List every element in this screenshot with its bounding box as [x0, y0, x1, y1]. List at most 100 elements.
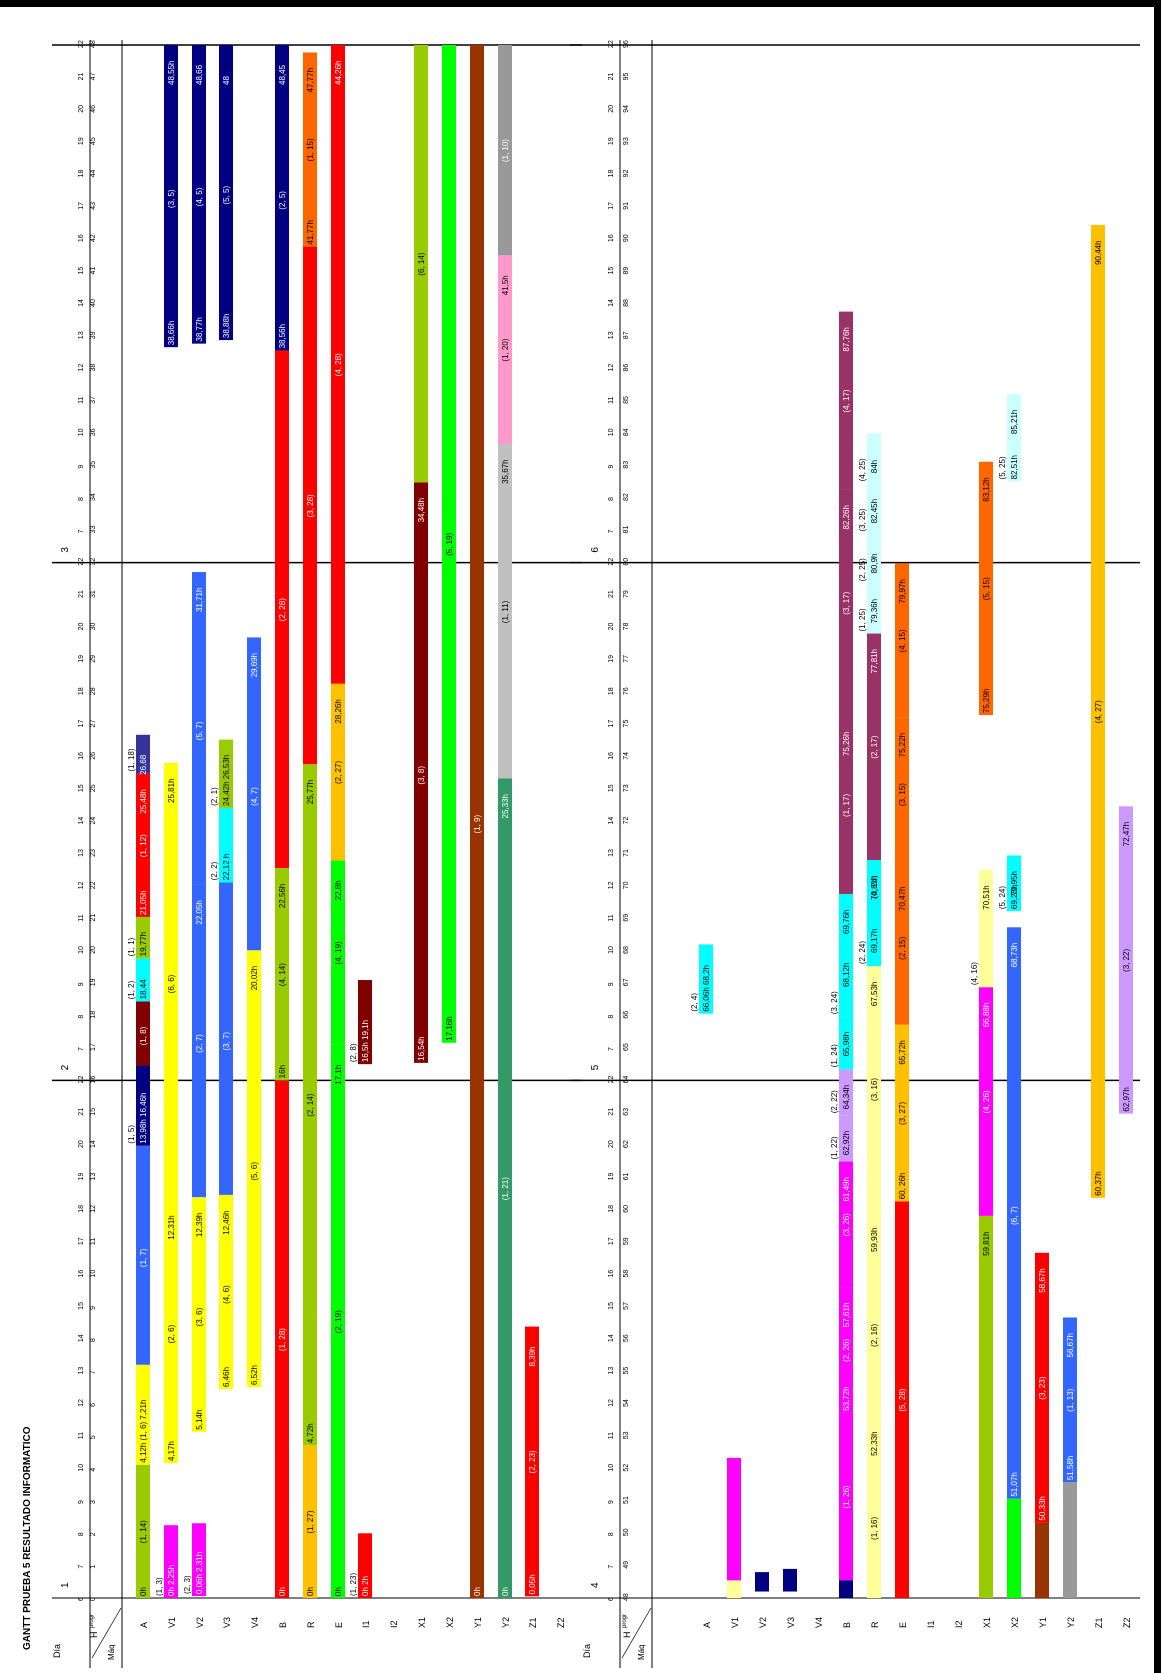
clock-tick: 7: [78, 529, 85, 533]
clock-tick: 19: [78, 1173, 85, 1181]
bar-label: (3, 16): [870, 1078, 879, 1101]
bar-label: (1, 8): [139, 1026, 148, 1045]
gantt-bar: [136, 1364, 150, 1465]
gantt-bar: [699, 944, 713, 1014]
bar-end-text: 90,44h: [1094, 240, 1103, 264]
gantt-bar: [867, 913, 881, 967]
gantt-bar: [136, 916, 150, 959]
bar-end-text: 47,77h: [306, 68, 315, 92]
bar-end-text: 20,02h: [250, 966, 259, 990]
hours-label: H: [622, 1632, 632, 1639]
clock-tick: 11: [78, 397, 85, 404]
hour-tick: 5: [90, 1435, 97, 1439]
hour-tick: 48: [90, 40, 97, 48]
clock-tick: 9: [78, 465, 85, 469]
bar-end-text: 69,17h: [870, 929, 879, 953]
clock-tick: 13: [608, 1367, 615, 1375]
gantt-bar: [839, 1580, 853, 1598]
hour-tick: 84: [623, 428, 630, 436]
gantt-bar: [895, 871, 909, 1025]
bar-above-label: (5, 25): [998, 456, 1007, 479]
hour-tick: 82: [623, 493, 630, 501]
bar-start-text: 0,06h 2,31h: [195, 1552, 204, 1594]
bar-start-text: 17,16h: [445, 1016, 454, 1040]
bar-above-label: (1, 18): [127, 748, 136, 771]
machine-label: I1: [361, 1620, 371, 1628]
bar-start-text: 50,33h: [1038, 1496, 1047, 1520]
bar-end-text: 48,66: [195, 64, 204, 85]
chart-title: GANTT PRUEBA 5 RESULTADO INFORMATICO: [22, 1426, 33, 1650]
hour-tick: 9: [90, 1306, 97, 1310]
machine-label: V4: [814, 1617, 824, 1628]
clock-tick: 13: [608, 849, 615, 857]
clock-tick: 10: [78, 946, 85, 954]
gantt-bar: [498, 45, 512, 256]
hour-tick: 60: [623, 1205, 630, 1213]
clock-tick: 8: [78, 1015, 85, 1019]
bar-start-text: 21,05h: [139, 890, 148, 914]
hour-tick: 11: [90, 1238, 97, 1245]
gantt-bar: [1007, 1498, 1021, 1598]
bar-label: (1, 26): [842, 1485, 851, 1508]
bar-end-text: 48: [222, 76, 231, 85]
machine-label: Y2: [1066, 1617, 1076, 1628]
bar-start-text: 82,51h: [1010, 455, 1019, 479]
hour-tick: 92: [623, 170, 630, 178]
bar-end-text: 44,26h: [334, 61, 343, 85]
bar-start-text: 60, 26h: [898, 1173, 907, 1200]
clock-tick: 12: [608, 364, 615, 372]
bar-end-text: 70,47h: [898, 887, 907, 911]
bar-label: (2, 6): [167, 1324, 176, 1343]
bar-end-text: 57,61h: [842, 1303, 851, 1327]
gantt-bar: [783, 1568, 797, 1592]
day-number: 3: [60, 547, 71, 553]
gantt-bar: [192, 45, 206, 344]
bar-label: (3, 8): [417, 766, 426, 785]
hour-tick: 58: [623, 1270, 630, 1278]
clock-tick: 14: [78, 1334, 85, 1342]
clock-tick: 18: [78, 170, 85, 178]
clock-tick: 10: [78, 1464, 85, 1472]
hour-tick: 67: [623, 978, 630, 986]
bar-label: (1, 27): [306, 1510, 315, 1533]
bar-label: (1, 14): [139, 1520, 148, 1543]
hour-tick: 39: [90, 331, 97, 339]
bar-start-text: 62,97h: [1122, 1087, 1131, 1111]
bar-start-text: 18,44: [139, 979, 148, 1000]
hour-tick: 80: [623, 558, 630, 566]
gantt-bar: [867, 1457, 881, 1598]
bar-label: (4, 5): [195, 187, 204, 206]
bar-end-text: 22,8h: [334, 880, 343, 900]
bar-start-text: 16,54h: [417, 1036, 426, 1060]
bar-above-label: (3, 25): [858, 508, 867, 531]
clock-tick: 16: [608, 1270, 615, 1278]
bar-label: (2, 7): [195, 1034, 204, 1053]
hour-tick: 65: [623, 1043, 630, 1051]
hour-tick: 72: [623, 817, 630, 825]
clock-tick: 10: [608, 946, 615, 954]
hour-tick: 71: [623, 849, 630, 857]
bar-above-label: (4, 16): [970, 962, 979, 985]
clock-tick: 8: [78, 1532, 85, 1536]
machine-label: Z2: [556, 1617, 566, 1628]
gantt-bar: [192, 572, 206, 885]
hour-tick: 85: [623, 396, 630, 404]
machine-label: A: [139, 1622, 149, 1628]
bar-label: (4, 14): [278, 963, 287, 986]
gantt-bar: [1063, 1317, 1077, 1483]
clock-tick: 12: [608, 881, 615, 889]
hour-tick: 38: [90, 364, 97, 372]
clock-tick: 8: [78, 497, 85, 501]
hour-tick: 17: [90, 1043, 97, 1051]
clock-tick: 10: [608, 428, 615, 436]
bar-start-text: 19,77h: [139, 932, 148, 956]
bar-start-text: 4,12h (1, 6) 7,21h: [139, 1400, 148, 1463]
clock-tick: 11: [78, 914, 85, 921]
gantt-bar: [867, 1212, 881, 1458]
bar-label: (4, 28): [334, 353, 343, 376]
gantt-bar: [275, 350, 289, 869]
gantt-bar: [498, 255, 512, 444]
clock-tick: 20: [78, 622, 85, 630]
bar-end-text: 58,67h: [1038, 1268, 1047, 1292]
